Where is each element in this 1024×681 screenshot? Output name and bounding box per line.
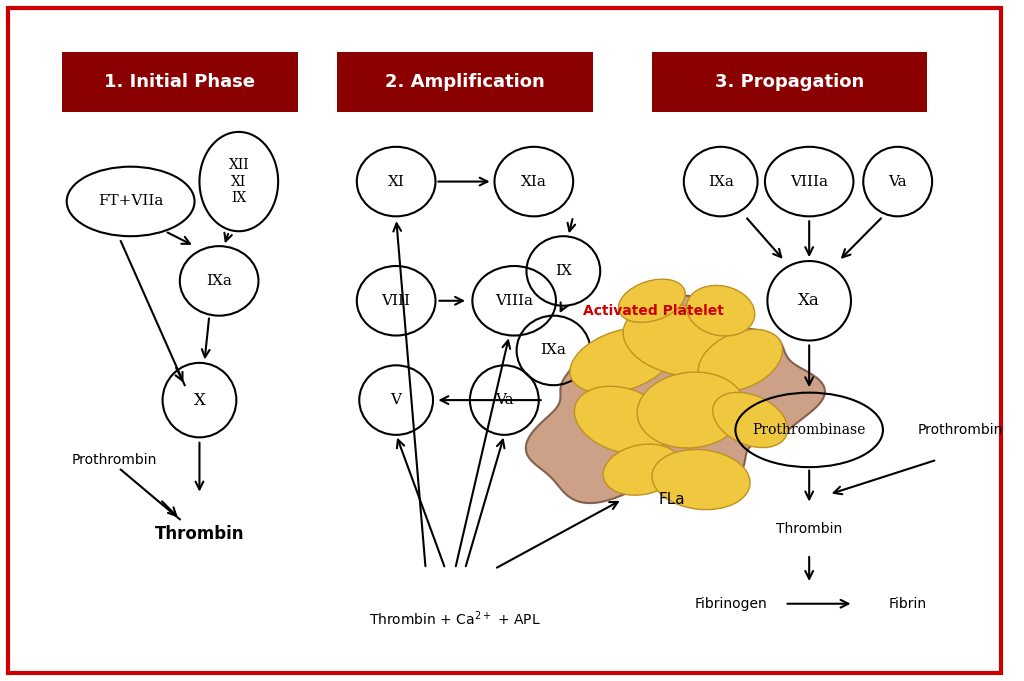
Text: IX: IX xyxy=(555,264,571,278)
Text: V: V xyxy=(390,393,401,407)
Text: Thrombin + Ca$^{2+}$ + APL: Thrombin + Ca$^{2+}$ + APL xyxy=(370,609,541,628)
Text: Thrombin: Thrombin xyxy=(776,522,843,536)
Text: Thrombin: Thrombin xyxy=(155,525,244,543)
Text: IXa: IXa xyxy=(708,174,733,189)
Text: 3. Propagation: 3. Propagation xyxy=(715,74,864,91)
Ellipse shape xyxy=(574,386,671,454)
Text: 1. Initial Phase: 1. Initial Phase xyxy=(104,74,255,91)
Text: Fibrin: Fibrin xyxy=(889,597,927,611)
Text: FT+VIIa: FT+VIIa xyxy=(98,195,163,208)
Text: X: X xyxy=(194,392,206,409)
Text: XII
XI
IX: XII XI IX xyxy=(228,159,249,205)
Ellipse shape xyxy=(603,444,681,495)
Text: IXa: IXa xyxy=(206,274,232,288)
Ellipse shape xyxy=(618,279,685,322)
Text: Prothrombinase: Prothrombinase xyxy=(753,423,866,437)
FancyBboxPatch shape xyxy=(8,7,1000,674)
Text: IXa: IXa xyxy=(541,343,566,358)
Ellipse shape xyxy=(624,304,739,377)
Ellipse shape xyxy=(687,285,755,336)
Text: FLa: FLa xyxy=(658,492,685,507)
FancyBboxPatch shape xyxy=(652,52,927,112)
Ellipse shape xyxy=(637,372,745,448)
Text: XIa: XIa xyxy=(521,174,547,189)
Text: Va: Va xyxy=(495,393,514,407)
Text: Fibrinogen: Fibrinogen xyxy=(694,597,767,611)
Text: Activated Platelet: Activated Platelet xyxy=(583,304,724,318)
Text: VIII: VIII xyxy=(382,294,411,308)
Polygon shape xyxy=(525,295,825,503)
Text: XI: XI xyxy=(388,174,404,189)
Text: VIIIa: VIIIa xyxy=(791,174,828,189)
Text: VIIIa: VIIIa xyxy=(496,294,534,308)
Text: Va: Va xyxy=(889,174,907,189)
Ellipse shape xyxy=(652,449,750,509)
Ellipse shape xyxy=(713,392,787,447)
Text: 2. Amplification: 2. Amplification xyxy=(385,74,545,91)
Ellipse shape xyxy=(570,328,675,393)
Text: Prothrombin: Prothrombin xyxy=(72,453,157,466)
Text: Prothrombin: Prothrombin xyxy=(918,423,1002,437)
Text: Xa: Xa xyxy=(799,292,820,309)
FancyBboxPatch shape xyxy=(61,52,298,112)
FancyBboxPatch shape xyxy=(337,52,593,112)
Ellipse shape xyxy=(698,330,782,392)
